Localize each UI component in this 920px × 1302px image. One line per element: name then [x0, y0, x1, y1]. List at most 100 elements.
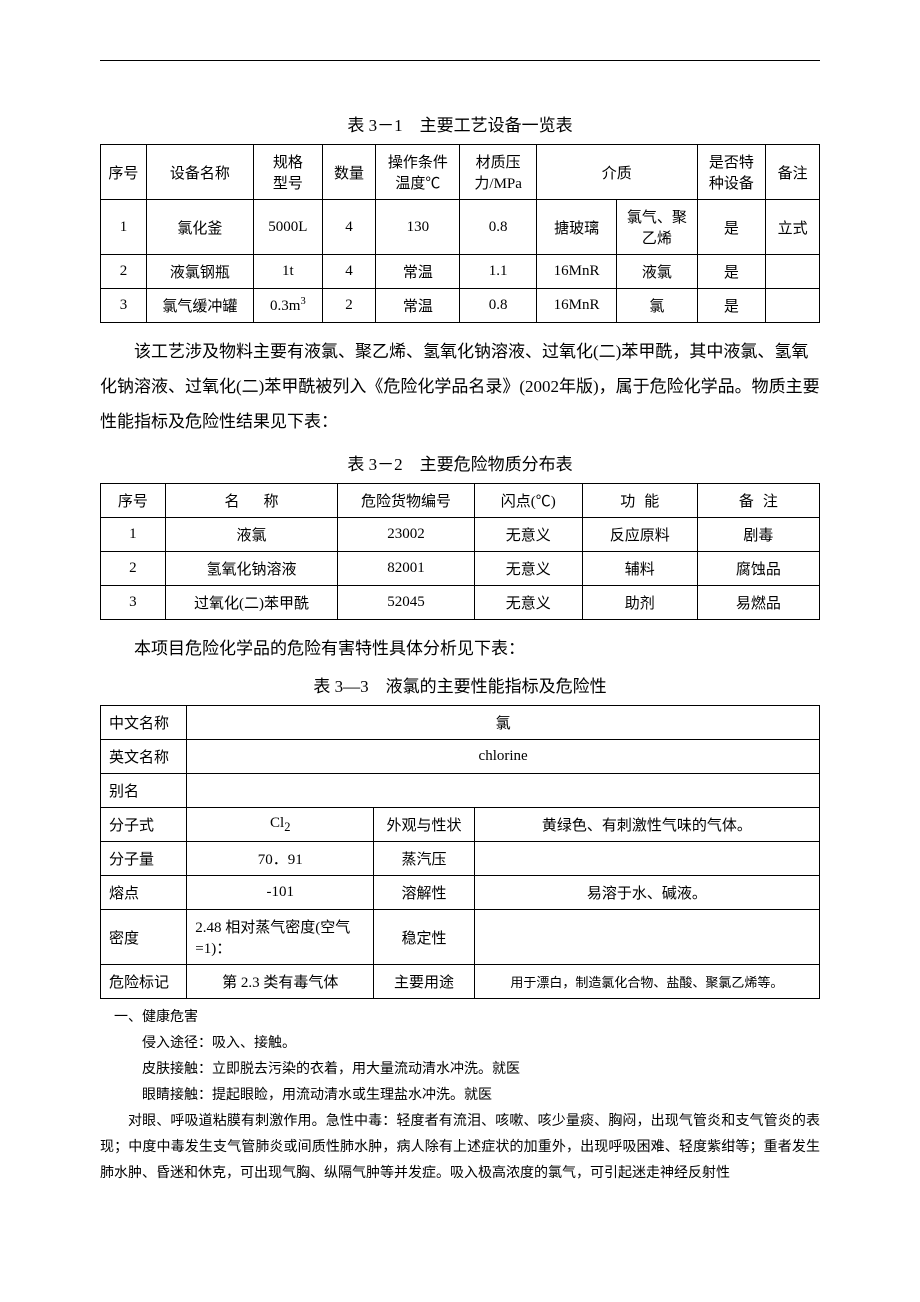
- l2: 温度℃: [395, 176, 440, 192]
- paragraph-1: 该工艺涉及物料主要有液氯、聚乙烯、氢氧化钠溶液、过氧化(二)苯甲酰，其中液氯、氢…: [100, 335, 820, 440]
- document-page: 表 3－1 主要工艺设备一览表 序号 设备名称 规格型号 数量 操作条件温度℃ …: [0, 0, 920, 1227]
- table-row: 密度 2.48 相对蒸气密度(空气=1)： 稳定性: [101, 910, 820, 965]
- value-cell: 易溶于水、碱液。: [474, 876, 819, 910]
- th-flash: 闪点(℃): [474, 483, 582, 517]
- hazard-line: 眼睛接触：提起眼睑，用流动清水或生理盐水冲洗。就医: [100, 1083, 820, 1109]
- hazard-paragraph: 对眼、呼吸道粘膜有刺激作用。急性中毒：轻度者有流泪、咳嗽、咳少量痰、胸闷，出现气…: [100, 1109, 820, 1187]
- cell: 1.1: [460, 255, 536, 289]
- table-row: 3 氯气缓冲罐 0.3m3 2 常温 0.8 16MnR 氯 是: [101, 289, 820, 323]
- l2: 乙烯: [642, 231, 672, 247]
- cell: 常温: [376, 255, 460, 289]
- table-row: 2 液氯钢瓶 1t 4 常温 1.1 16MnR 液氯 是: [101, 255, 820, 289]
- th-seq: 序号: [101, 145, 147, 200]
- cell: 2: [101, 551, 166, 585]
- cell: 0.8: [460, 289, 536, 323]
- label-cell: 蒸汽压: [374, 842, 475, 876]
- label-cell: 分子式: [101, 808, 187, 842]
- l1: 是否特: [709, 155, 754, 171]
- cell: 无意义: [474, 585, 582, 619]
- value-cell: [474, 842, 819, 876]
- label-cell: 密度: [101, 910, 187, 965]
- table1: 序号 设备名称 规格型号 数量 操作条件温度℃ 材质压力/MPa 介质 是否特种…: [100, 144, 820, 323]
- value-cell: -101: [187, 876, 374, 910]
- cell: 4: [322, 200, 376, 255]
- value-cell: 用于漂白，制造氯化合物、盐酸、聚氯乙烯等。: [474, 965, 819, 999]
- table-row: 熔点 -101 溶解性 易溶于水、碱液。: [101, 876, 820, 910]
- cell: [766, 289, 820, 323]
- table1-header-row: 序号 设备名称 规格型号 数量 操作条件温度℃ 材质压力/MPa 介质 是否特种…: [101, 145, 820, 200]
- cell: 液氯钢瓶: [146, 255, 253, 289]
- l1: 材质压: [476, 155, 521, 171]
- value-cell: 氯: [187, 706, 820, 740]
- cell: 助剂: [582, 585, 697, 619]
- table2: 序号 名称 危险货物编号 闪点(℃) 功能 备注 1 液氯 23002 无意义 …: [100, 483, 820, 620]
- cell: 23002: [338, 517, 475, 551]
- label-cell: 外观与性状: [374, 808, 475, 842]
- table1-title: 表 3－1 主要工艺设备一览表: [100, 111, 820, 136]
- cell: 过氧化(二)苯甲酰: [165, 585, 338, 619]
- cell: 搪玻璃: [536, 200, 616, 255]
- cell: 4: [322, 255, 376, 289]
- cell: 5000L: [253, 200, 322, 255]
- cell: 液氯: [617, 255, 697, 289]
- cell: 剧毒: [697, 517, 819, 551]
- th-name: 设备名称: [146, 145, 253, 200]
- value-cell: chlorine: [187, 740, 820, 774]
- formula-sub: 2: [284, 820, 290, 834]
- cell: 立式: [766, 200, 820, 255]
- paragraph-2: 本项目危险化学品的危险有害特性具体分析见下表：: [100, 632, 820, 667]
- cell: 1t: [253, 255, 322, 289]
- th-text: 规格型号: [256, 151, 320, 193]
- table-row: 别名: [101, 774, 820, 808]
- cell: 腐蚀品: [697, 551, 819, 585]
- cell: 辅料: [582, 551, 697, 585]
- hazard-title: 一、健康危害: [100, 1005, 820, 1031]
- table-row: 3 过氧化(二)苯甲酰 52045 无意义 助剂 易燃品: [101, 585, 820, 619]
- cell: 氢氧化钠溶液: [165, 551, 338, 585]
- cell: 1: [101, 200, 147, 255]
- l2: 力/MPa: [474, 176, 522, 192]
- value-cell: Cl2: [187, 808, 374, 842]
- l2: 种设备: [709, 176, 754, 192]
- label-cell: 危险标记: [101, 965, 187, 999]
- value-cell: 2.48 相对蒸气密度(空气=1)：: [187, 910, 374, 965]
- th-qty: 数量: [322, 145, 376, 200]
- top-rule: [100, 60, 820, 61]
- th-remark: 备注: [766, 145, 820, 200]
- cell: 16MnR: [536, 289, 616, 323]
- value-cell: [474, 910, 819, 965]
- cell: 0.3m3: [253, 289, 322, 323]
- th-text: 功能: [611, 494, 668, 510]
- label-cell: 别名: [101, 774, 187, 808]
- th-medium: 介质: [536, 145, 697, 200]
- value-cell: [187, 774, 820, 808]
- table-row: 危险标记 第 2.3 类有毒气体 主要用途 用于漂白，制造氯化合物、盐酸、聚氯乙…: [101, 965, 820, 999]
- l1: 氯气、聚: [627, 210, 687, 226]
- th-seq: 序号: [101, 483, 166, 517]
- label-cell: 熔点: [101, 876, 187, 910]
- cell: 液氯: [165, 517, 338, 551]
- cell: 氯: [617, 289, 697, 323]
- cell: 3: [101, 585, 166, 619]
- spec-sup: 3: [300, 296, 305, 307]
- table-row: 1 液氯 23002 无意义 反应原料 剧毒: [101, 517, 820, 551]
- th-name: 名称: [165, 483, 338, 517]
- th-code: 危险货物编号: [338, 483, 475, 517]
- cell: 82001: [338, 551, 475, 585]
- hazard-line: 侵入途径：吸入、接触。: [100, 1031, 820, 1057]
- table3-title: 表 3—3 液氯的主要性能指标及危险性: [100, 672, 820, 697]
- th-temp: 操作条件温度℃: [376, 145, 460, 200]
- cell: 常温: [376, 289, 460, 323]
- cell: 是: [697, 289, 766, 323]
- cell: 0.8: [460, 200, 536, 255]
- spec-pre: 0.3m: [270, 298, 300, 314]
- label-cell: 中文名称: [101, 706, 187, 740]
- cell: 氯化釜: [146, 200, 253, 255]
- table-row: 分子量 70．91 蒸汽压: [101, 842, 820, 876]
- formula-pre: Cl: [270, 815, 284, 831]
- value-cell: 70．91: [187, 842, 374, 876]
- label-cell: 主要用途: [374, 965, 475, 999]
- cell: [766, 255, 820, 289]
- l1: 操作条件: [388, 155, 448, 171]
- th-mat: 材质压力/MPa: [460, 145, 536, 200]
